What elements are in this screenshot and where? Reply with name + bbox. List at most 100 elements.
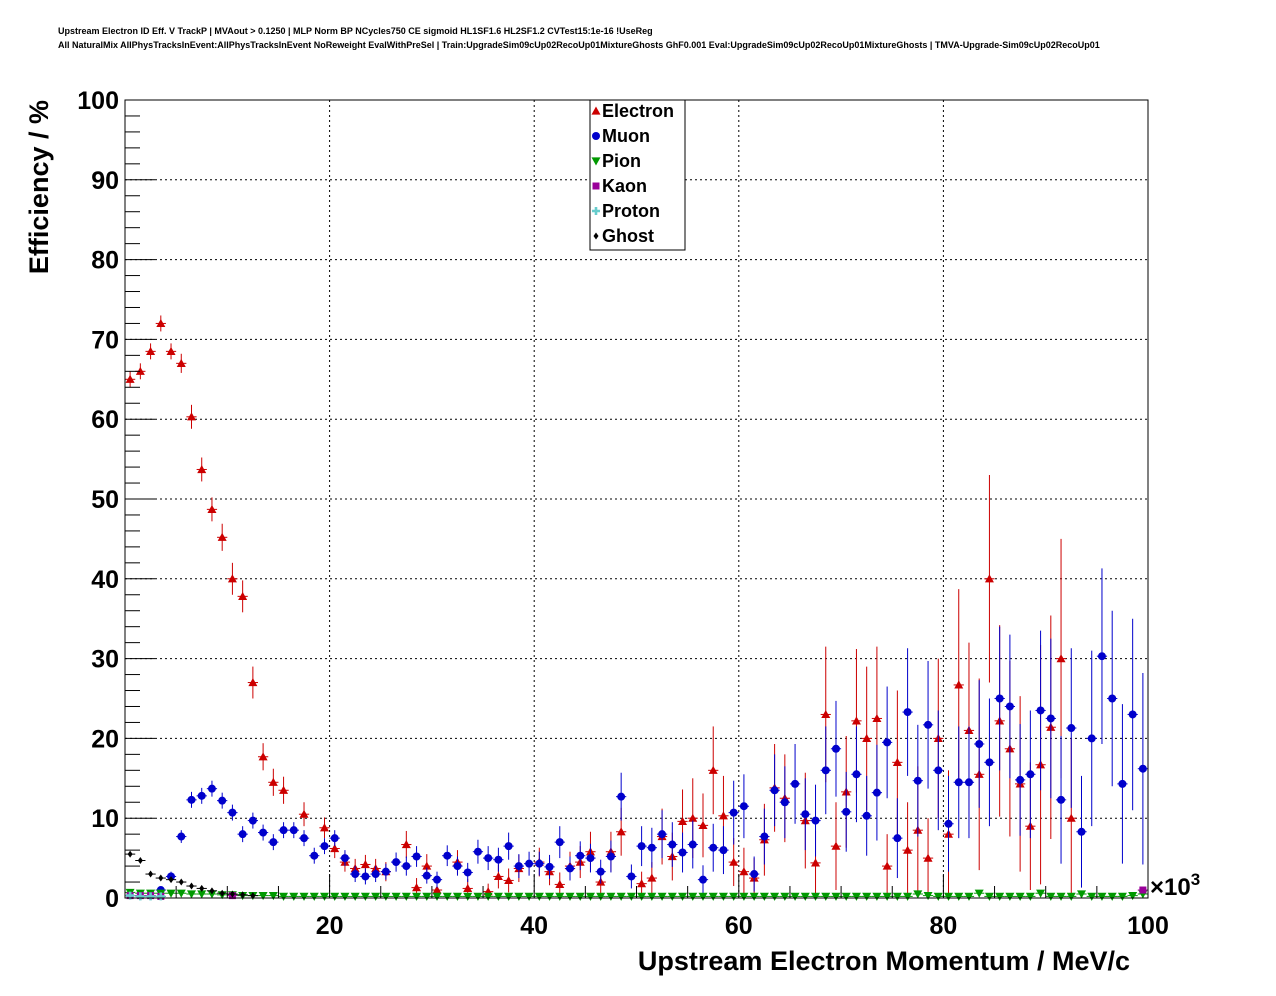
muon-marker bbox=[381, 867, 390, 876]
muon-point bbox=[1004, 634, 1016, 779]
pion-point bbox=[165, 889, 177, 898]
muon-point bbox=[851, 726, 862, 823]
pion-marker bbox=[1117, 892, 1127, 901]
muon-point bbox=[257, 824, 269, 841]
muon-marker bbox=[831, 744, 840, 753]
electron-marker bbox=[146, 346, 156, 355]
pion-marker bbox=[289, 892, 299, 901]
electron-point bbox=[227, 562, 238, 595]
muon-marker bbox=[647, 843, 656, 852]
muon-marker bbox=[545, 862, 554, 871]
pion-marker bbox=[197, 890, 207, 899]
pion-point bbox=[738, 892, 750, 901]
muon-marker bbox=[739, 802, 748, 811]
muon-marker bbox=[852, 770, 861, 779]
pion-marker bbox=[371, 892, 381, 901]
pion-point bbox=[1076, 890, 1087, 899]
muon-marker bbox=[1108, 694, 1117, 703]
muon-point bbox=[564, 856, 576, 881]
pion-marker bbox=[575, 892, 585, 901]
pion-point bbox=[963, 892, 975, 901]
pion-marker bbox=[1046, 892, 1056, 901]
pion-marker bbox=[1066, 892, 1076, 901]
muon-point bbox=[1117, 704, 1128, 864]
pion-point bbox=[851, 892, 862, 901]
muon-marker bbox=[658, 830, 667, 839]
pion-point bbox=[268, 892, 279, 901]
muon-point bbox=[339, 850, 351, 867]
electron-marker bbox=[698, 820, 708, 829]
pion-point bbox=[401, 892, 412, 901]
electron-marker bbox=[984, 574, 994, 583]
pion-marker bbox=[688, 892, 698, 901]
pion-point bbox=[1086, 892, 1097, 901]
pion-marker bbox=[1128, 892, 1138, 901]
pion-marker bbox=[565, 892, 575, 901]
muon-marker bbox=[371, 870, 380, 879]
electron-point bbox=[401, 830, 412, 859]
pion-point bbox=[595, 892, 606, 901]
ghost-marker bbox=[250, 892, 256, 900]
muon-point bbox=[830, 700, 842, 797]
electron-marker bbox=[678, 816, 688, 825]
muon-point bbox=[370, 866, 381, 883]
muon-point bbox=[421, 867, 432, 884]
pion-point bbox=[523, 892, 535, 901]
electron-marker bbox=[330, 844, 340, 853]
electron-point bbox=[636, 871, 647, 896]
pion-point bbox=[1045, 892, 1056, 901]
y-tick-label: 0 bbox=[105, 885, 119, 913]
muon-marker bbox=[606, 852, 615, 861]
x-tick-label: 60 bbox=[725, 912, 753, 940]
muon-marker bbox=[351, 870, 360, 879]
pion-point bbox=[442, 892, 453, 901]
muon-point bbox=[718, 826, 729, 875]
pion-marker bbox=[1005, 892, 1015, 901]
proton-marker bbox=[126, 891, 135, 900]
muon-marker bbox=[750, 870, 759, 879]
y-axis-title: Efficiency / % bbox=[24, 100, 54, 274]
electron-marker bbox=[493, 871, 503, 881]
muon-point bbox=[1066, 648, 1077, 808]
muon-point bbox=[1025, 710, 1036, 839]
pion-point bbox=[708, 892, 719, 901]
electron-marker bbox=[647, 873, 657, 882]
pion-marker bbox=[1015, 892, 1025, 901]
pion-point bbox=[513, 892, 524, 901]
muon-point bbox=[472, 839, 484, 864]
muon-marker bbox=[1067, 724, 1076, 733]
muon-point bbox=[902, 648, 913, 776]
legend-muon-marker bbox=[592, 132, 600, 140]
electron-marker bbox=[739, 867, 749, 876]
muon-point bbox=[288, 822, 299, 839]
muon-point bbox=[595, 859, 606, 884]
muon-series bbox=[155, 568, 1148, 895]
muon-point bbox=[697, 865, 709, 895]
pion-point bbox=[1035, 889, 1046, 898]
muon-marker bbox=[248, 816, 257, 825]
pion-point bbox=[278, 892, 289, 901]
muon-marker bbox=[473, 847, 482, 856]
muon-marker bbox=[985, 758, 994, 767]
electron-marker bbox=[238, 591, 248, 600]
electron-marker bbox=[258, 752, 268, 761]
electron-point bbox=[257, 743, 269, 771]
pion-point bbox=[1096, 892, 1108, 901]
muon-marker bbox=[872, 788, 881, 797]
pion-marker bbox=[360, 892, 370, 901]
y-tick-labels: 0 10 20 30 40 50 60 70 80 90 100 bbox=[77, 87, 119, 913]
y-tick-label: 40 bbox=[91, 566, 119, 594]
muon-point bbox=[237, 826, 248, 843]
muon-marker bbox=[698, 875, 707, 884]
pion-marker bbox=[1056, 892, 1066, 901]
muon-marker bbox=[944, 819, 953, 828]
ghost-point bbox=[196, 884, 207, 892]
pion-marker bbox=[647, 892, 657, 901]
pion-marker bbox=[995, 892, 1005, 901]
pion-point bbox=[1015, 892, 1026, 901]
muon-point bbox=[626, 864, 637, 889]
muon-marker bbox=[330, 834, 339, 843]
y-tick-label: 80 bbox=[91, 247, 119, 275]
pion-marker bbox=[432, 892, 442, 901]
